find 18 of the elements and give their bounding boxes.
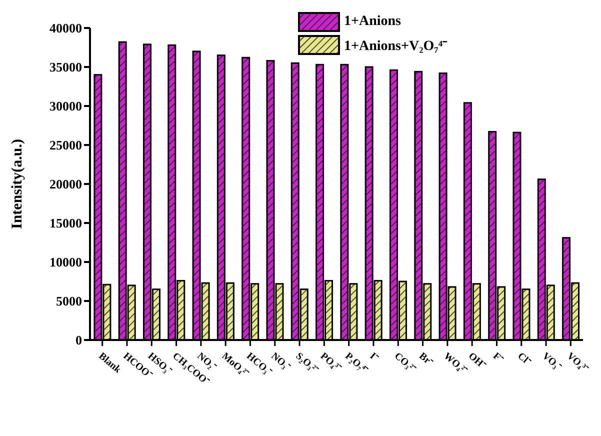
x-tick-label: F⁻: [490, 350, 506, 366]
y-tick-label: 40000: [50, 20, 82, 36]
y-tick-label: 15000: [50, 216, 82, 231]
y-tick-label: 10000: [50, 254, 82, 270]
x-tick-label: PO₄³⁻: [318, 350, 344, 375]
y-tick-label: 20000: [50, 176, 82, 192]
x-tick-label: Br⁻: [416, 350, 436, 369]
y-tick-label: 0: [76, 332, 82, 348]
y-tick-label: 30000: [50, 98, 82, 114]
x-tick-label: CO₃²⁻: [392, 350, 418, 376]
legend-label: 1+Anions: [344, 14, 401, 30]
y-tick-label: 35000: [50, 60, 82, 75]
x-tick-label: Cl⁻: [515, 350, 534, 368]
y-axis-title: Intensity(a.u.): [9, 138, 26, 230]
x-tick-label: I⁻: [367, 350, 381, 364]
legend-label: 1+Anions+V₂O₇⁴⁻: [344, 38, 448, 55]
y-tick-label: 25000: [50, 138, 82, 153]
y-tick-label: 5000: [56, 294, 82, 309]
